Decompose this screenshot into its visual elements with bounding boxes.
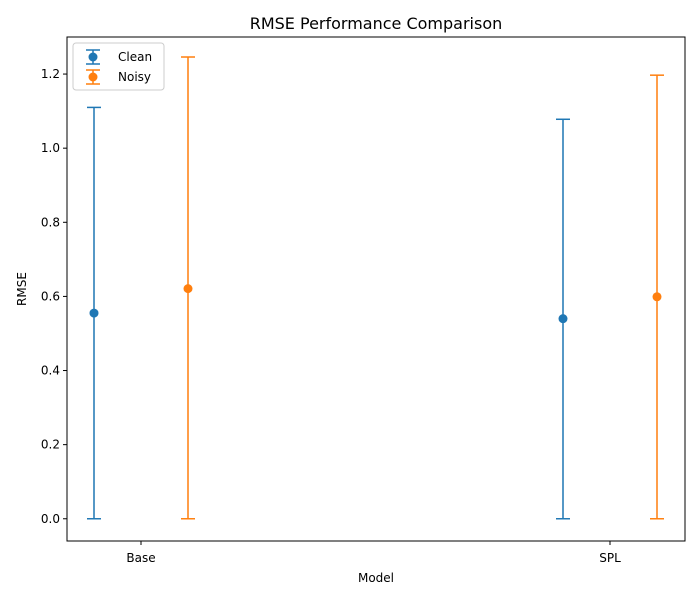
y-tick-label: 1.2 <box>41 67 60 81</box>
y-tick-label: 0.0 <box>41 512 60 526</box>
y-tick-label: 0.4 <box>41 364 60 378</box>
data-point-noisy <box>652 292 662 302</box>
plot-frame <box>66 36 686 542</box>
data-point-clean <box>558 314 568 324</box>
y-tick-label: 0.2 <box>41 438 60 452</box>
legend-label-noisy: Noisy <box>118 70 151 84</box>
x-tick-label: Base <box>126 551 155 565</box>
data-point-noisy <box>183 284 193 294</box>
chart-title: RMSE Performance Comparison <box>250 14 503 33</box>
data-point-clean <box>89 308 99 318</box>
chart-marks <box>87 56 664 520</box>
y-tick-label: 0.6 <box>41 289 60 303</box>
y-tick-label: 0.8 <box>41 215 60 229</box>
y-axis-label: RMSE <box>15 272 29 306</box>
legend: Clean Noisy <box>72 42 165 91</box>
plot-area <box>66 36 686 542</box>
y-axis-ticks: 0.0 0.2 0.4 0.6 0.8 1.0 1.2 <box>41 67 67 526</box>
legend-marker-clean <box>88 52 98 62</box>
legend-marker-noisy <box>88 72 98 82</box>
x-axis-label: Model <box>358 571 394 585</box>
legend-label-clean: Clean <box>118 50 152 64</box>
x-tick-label: SPL <box>599 551 621 565</box>
y-tick-label: 1.0 <box>41 141 60 155</box>
x-axis-ticks: Base SPL <box>126 541 621 565</box>
